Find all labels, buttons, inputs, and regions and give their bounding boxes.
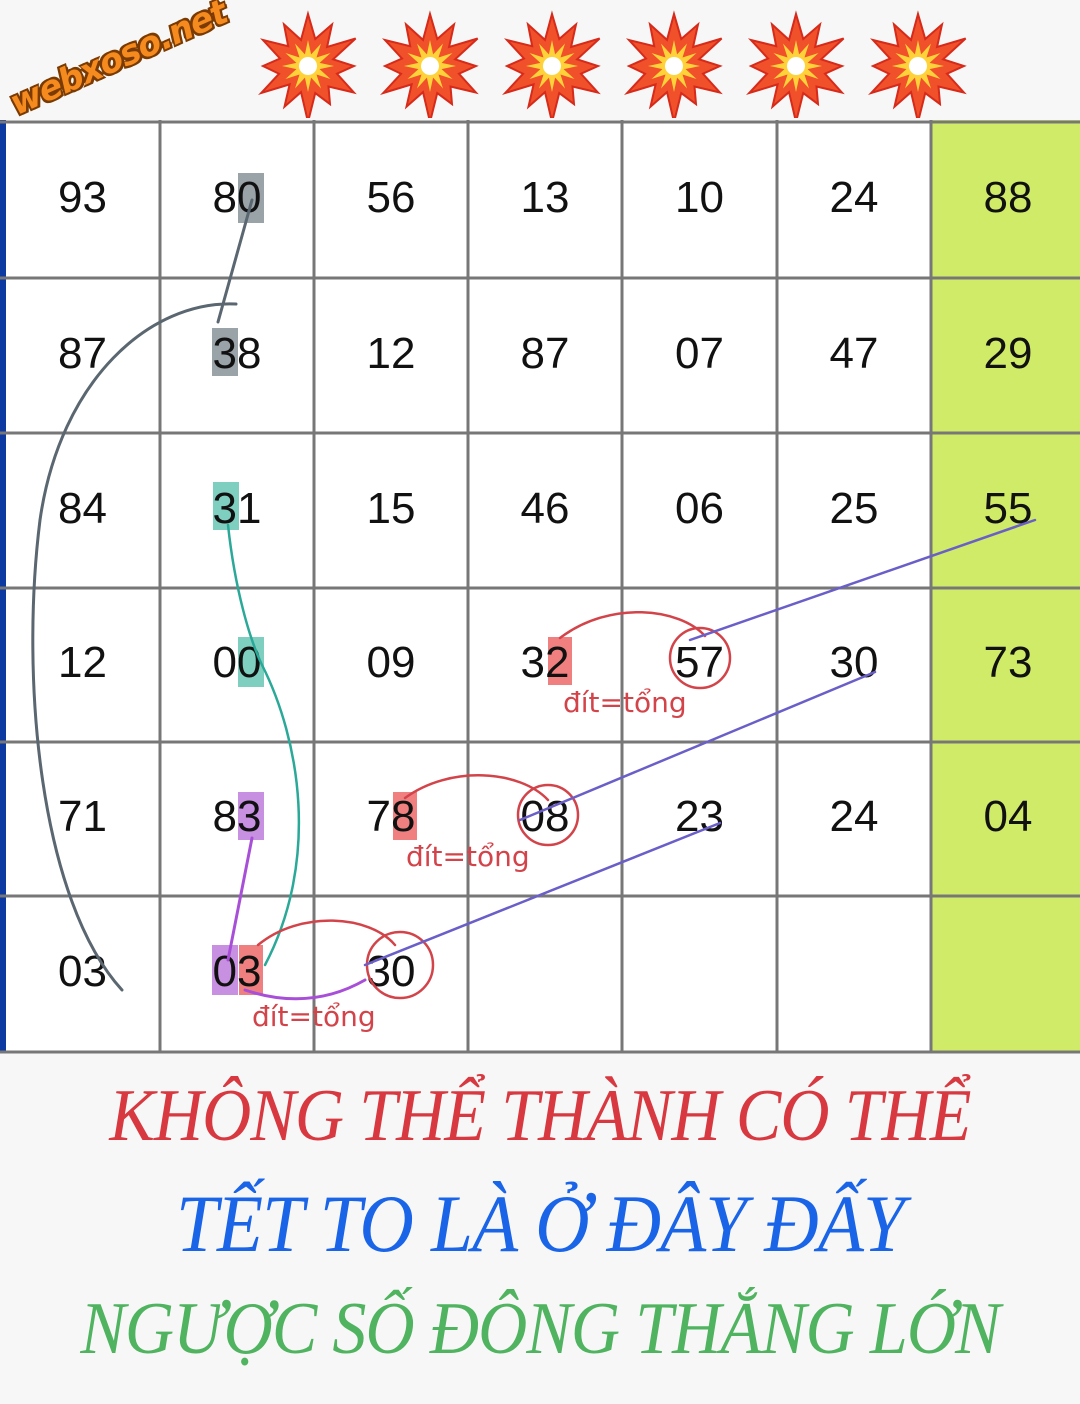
collision-icon (379, 10, 479, 118)
grid-cell: 10 (675, 173, 724, 222)
blue-line-1 (688, 518, 1037, 642)
grid-cell: 30 (829, 638, 879, 687)
slogan-2: TẾT TO LÀ Ở ĐÂY ĐẤY (175, 1178, 905, 1269)
blue-line-3 (363, 821, 722, 967)
grid-cell: 03 (212, 947, 262, 996)
mark-31 (213, 482, 239, 530)
grid-cell: 56 (366, 173, 416, 222)
slogan-1: KHÔNG THỂ THÀNH CÓ THỂ (109, 1075, 971, 1157)
grid-cell: 31 (212, 483, 262, 533)
grid-cell: 15 (366, 483, 416, 533)
grid-cell: 29 (983, 328, 1033, 378)
slogan-3: NGƯỢC SỐ ĐÔNG THẮNG LỚN (80, 1288, 1000, 1370)
grid-cell: 03 (58, 947, 107, 996)
mark-03b (239, 945, 263, 995)
mark-03a (212, 945, 238, 995)
grid-cell: 83 (212, 792, 262, 841)
grid-cell: 32 (520, 638, 570, 687)
gray-link (31, 198, 254, 992)
grid-cell: 71 (58, 792, 107, 841)
grid-cell: 78 (366, 792, 416, 841)
red-arc-1 (256, 919, 397, 947)
grid-cell: 87 (520, 328, 570, 378)
annotation-label: đít=tổng (563, 686, 687, 719)
annotation-lines (31, 198, 1037, 1001)
grid-cell: 47 (829, 328, 879, 378)
grid-cell: 13 (520, 173, 570, 222)
collision-icon (745, 10, 845, 118)
grid-cell: 24 (829, 792, 879, 841)
grid-cell: 80 (212, 173, 262, 222)
grid-cell: 88 (983, 173, 1033, 222)
digit-highlights (212, 173, 572, 995)
red-arc-2 (403, 774, 550, 802)
grid-cell: 09 (366, 638, 416, 687)
grid-cell: 24 (829, 173, 879, 222)
grid-cell: 87 (58, 328, 107, 378)
grid-cell: 93 (58, 173, 107, 222)
grid-cell: 84 (58, 483, 107, 533)
purple-link (226, 836, 367, 1001)
circle-57 (668, 626, 732, 690)
grid-cell: 73 (983, 638, 1033, 687)
annotation-label: đít=tổng (406, 840, 530, 873)
grid-cell: 25 (829, 483, 879, 533)
collision-icon (867, 10, 967, 118)
mark-38 (212, 328, 238, 376)
mark-83 (238, 792, 264, 840)
collision-icon (623, 10, 723, 118)
grid-cell: 06 (675, 483, 724, 533)
collision-icons (258, 10, 967, 118)
grid-cell: 12 (58, 638, 107, 687)
annotation-label: đít=tổng (252, 1000, 376, 1033)
grid-cell: 23 (675, 792, 724, 841)
teal-link (226, 523, 301, 967)
mark-80 (238, 173, 264, 223)
grid-cell: 38 (212, 328, 262, 378)
grid-cell: 07 (675, 328, 724, 378)
blue-line-2 (518, 670, 877, 822)
mark-78 (393, 792, 417, 840)
collision-icon (501, 10, 601, 118)
circle-08 (516, 783, 580, 847)
left-border (0, 120, 6, 1052)
grid-cell: 46 (520, 483, 570, 533)
grid-cell: 57 (675, 638, 724, 687)
header: webxoso.net (0, 0, 1080, 124)
grid-cell: 12 (366, 328, 416, 378)
grid-cell: 04 (983, 792, 1033, 841)
mark-32 (548, 637, 572, 685)
red-arc-3 (558, 611, 707, 640)
collision-icon (258, 10, 357, 118)
